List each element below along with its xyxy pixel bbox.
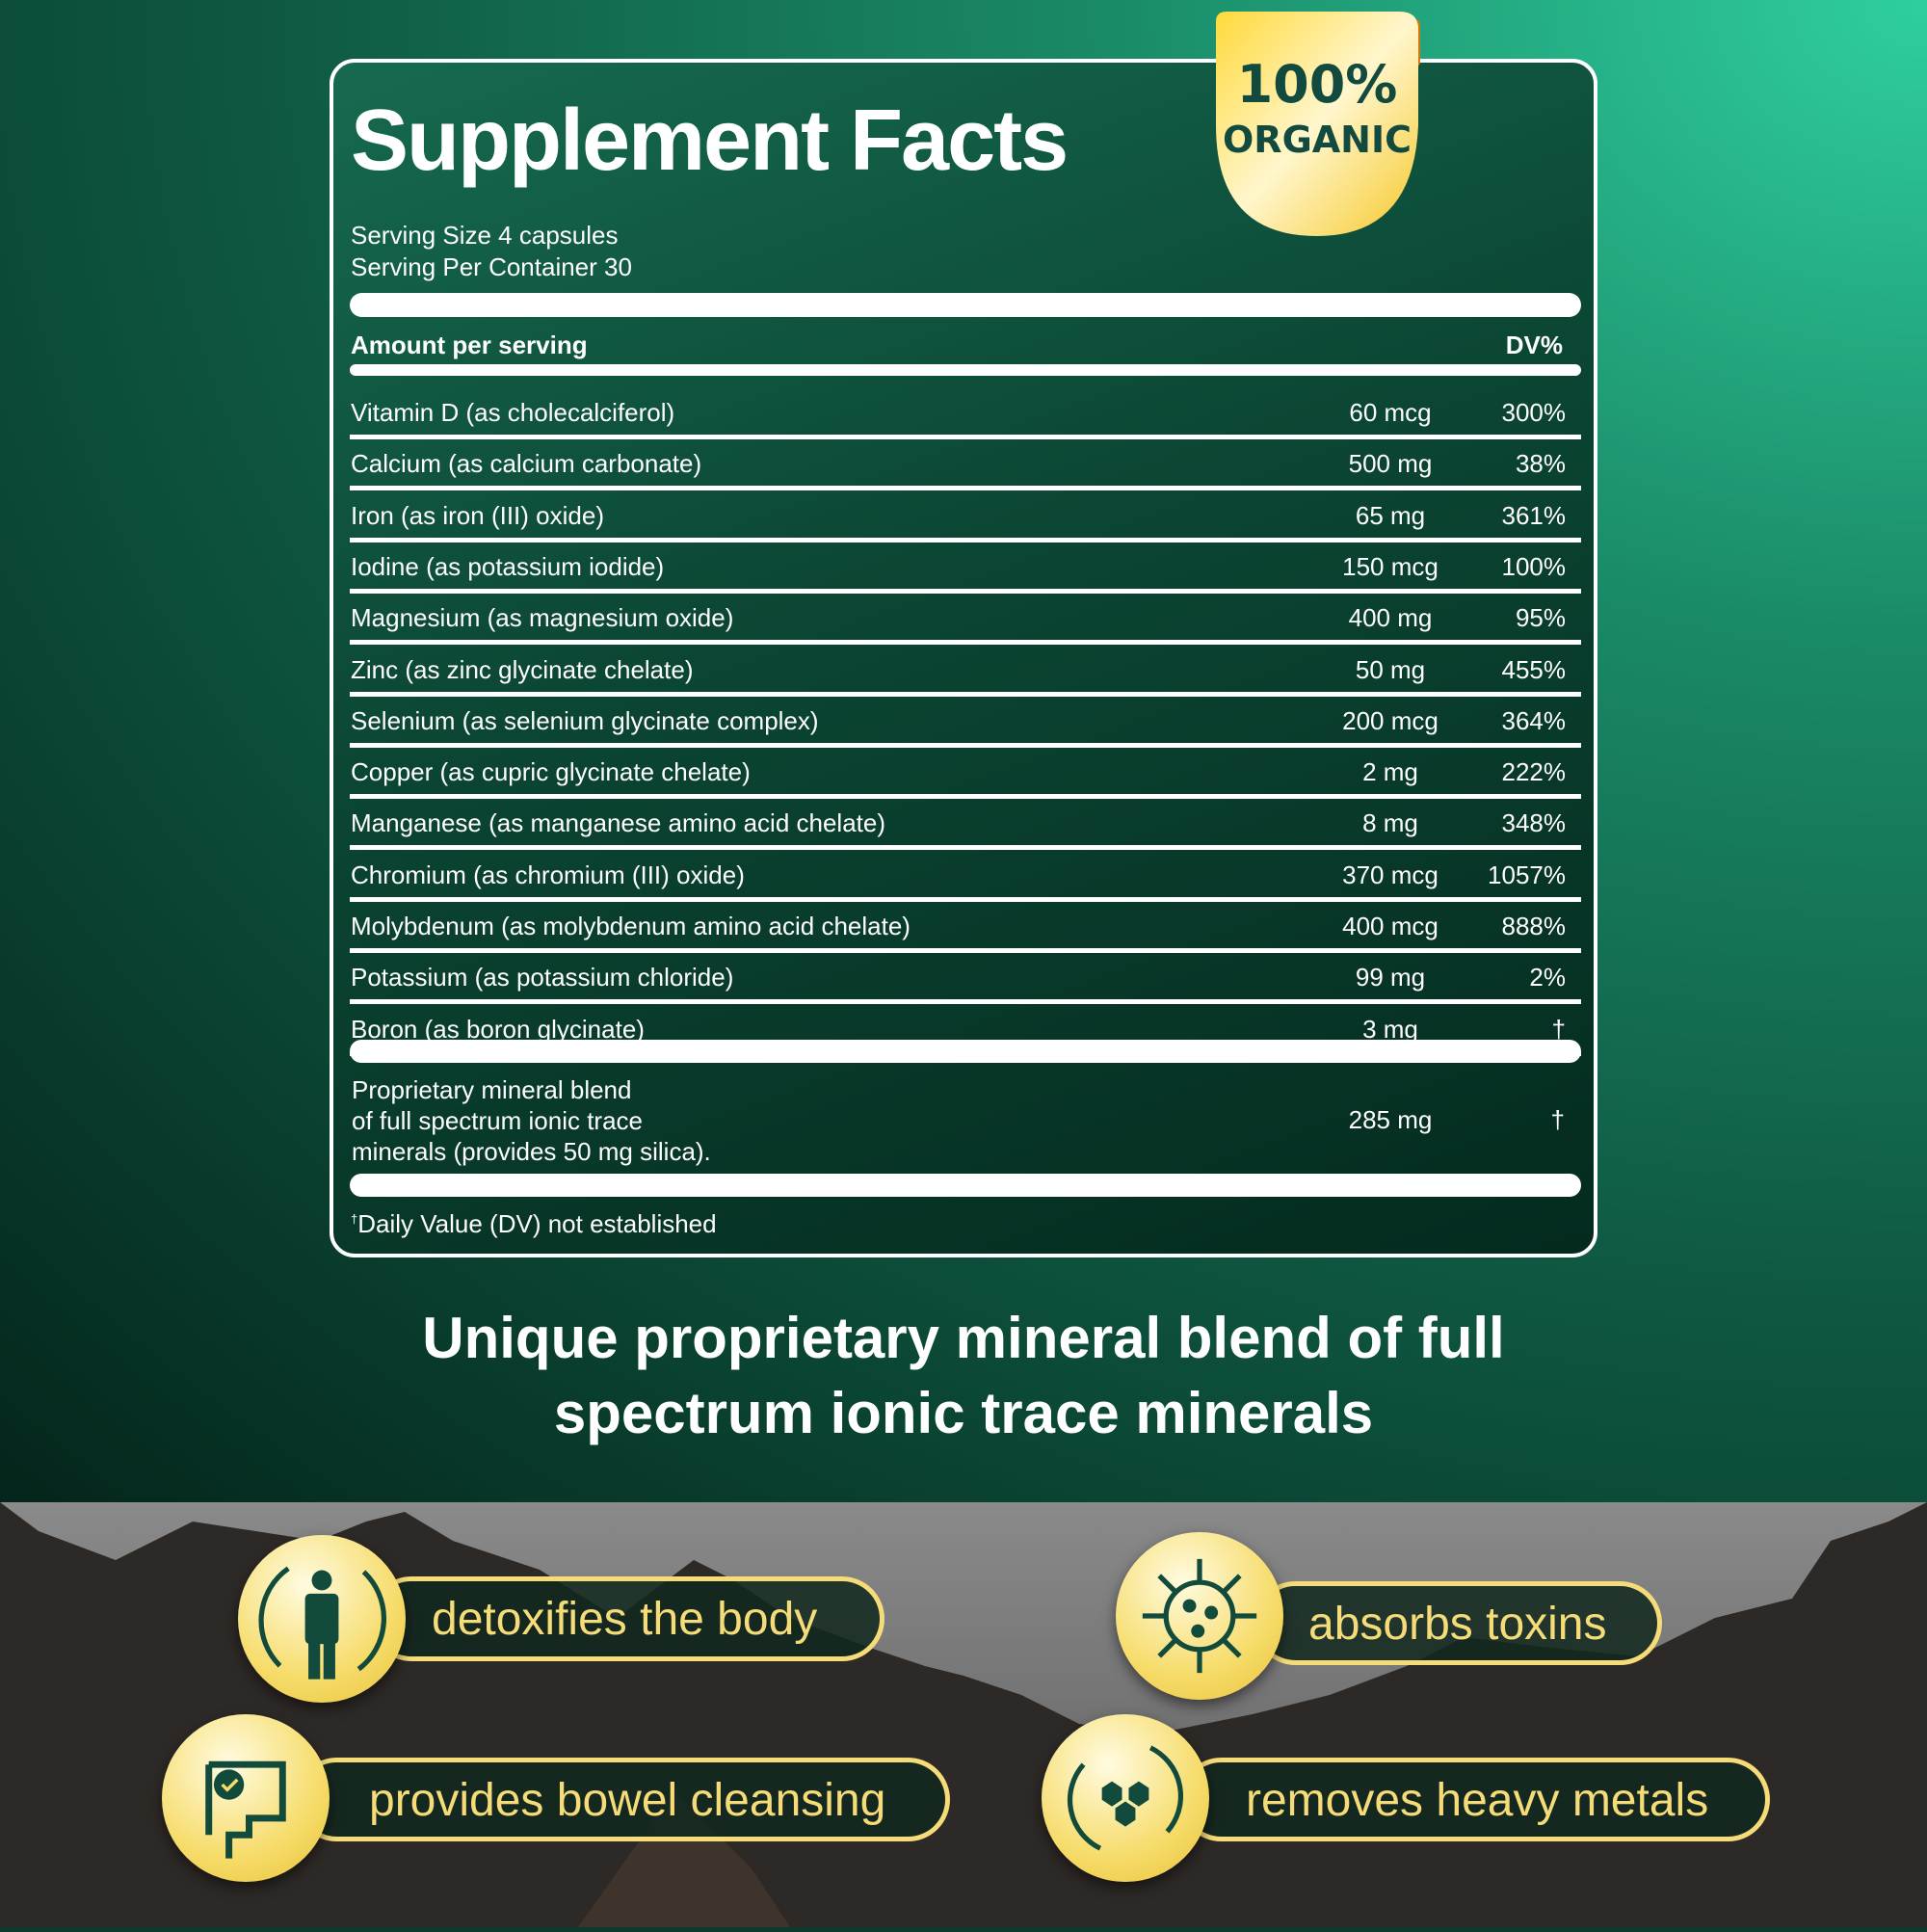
nutrient-amount: 8 mg <box>1362 808 1418 838</box>
nutrient-dv: 455% <box>1501 654 1567 684</box>
nutrient-dv: 38% <box>1515 449 1566 479</box>
serving-size: Serving Size 4 capsules <box>351 221 619 250</box>
nutrient-row: Manganese (as manganese amino acid chela… <box>350 799 1581 851</box>
blend-line: of full spectrum ionic trace <box>352 1106 644 1135</box>
nutrient-name: Boron (as boron glycinate) <box>351 1014 645 1044</box>
blend-line: minerals (provides 50 mg silica). <box>352 1137 711 1166</box>
tagline: Unique proprietary mineral blend of full… <box>0 1301 1927 1451</box>
divider-thick <box>350 293 1581 317</box>
supplement-facts-panel: Supplement Facts Serving Size 4 capsules… <box>330 59 1597 1257</box>
nutrient-row: Vitamin D (as cholecalciferol) 60 mcg 300% <box>350 388 1581 439</box>
nutrient-row: Potassium (as potassium chloride) 99 mg 2% <box>350 953 1581 1005</box>
tagline-line: Unique proprietary mineral blend of full <box>422 1306 1505 1370</box>
divider-medium <box>350 364 1581 376</box>
blend-line: Proprietary mineral blend <box>352 1075 632 1104</box>
nutrient-amount: 99 mg <box>1355 963 1426 992</box>
organic-badge: 100% ORGANIC <box>1206 10 1420 236</box>
nutrient-amount: 370 mcg <box>1342 860 1439 889</box>
nutrient-name: Selenium (as selenium glycinate complex) <box>351 705 819 735</box>
nutrient-name: Magnesium (as magnesium oxide) <box>351 603 734 633</box>
nutrient-amount: 65 mg <box>1355 500 1426 530</box>
feature-bowel: provides bowel cleansing <box>295 1758 950 1841</box>
nutrient-row: Iron (as iron (III) oxide) 65 mg 361% <box>350 491 1581 543</box>
feature-metals: removes heavy metals <box>1179 1758 1770 1841</box>
nutrient-row: Selenium (as selenium glycinate complex)… <box>350 697 1581 748</box>
blend-dv: † <box>1550 1105 1565 1134</box>
hexagon-cycle-icon <box>1042 1714 1209 1882</box>
nutrient-row: Copper (as cupric glycinate chelate) 2 mg… <box>350 748 1581 800</box>
nutrient-dv: 222% <box>1501 757 1567 787</box>
body-cycle-icon <box>238 1535 406 1703</box>
nutrient-name: Iron (as iron (III) oxide) <box>351 500 604 530</box>
nutrient-amount: 400 mcg <box>1342 912 1439 940</box>
dv-header: DV% <box>1505 331 1563 359</box>
feature-detox: detoxifies the body <box>369 1576 884 1661</box>
servings-per-container: Serving Per Container 30 <box>351 252 632 281</box>
nutrient-amount: 400 mg <box>1348 603 1433 633</box>
nutrient-amount: 200 mcg <box>1342 705 1439 735</box>
nutrient-name: Copper (as cupric glycinate chelate) <box>351 757 751 787</box>
nutrient-dv: 348% <box>1501 808 1567 838</box>
nutrient-dv: 2% <box>1529 963 1566 992</box>
nutrient-row: Chromium (as chromium (III) oxide) 370 mc… <box>350 851 1581 902</box>
tagline-line: spectrum ionic trace minerals <box>553 1381 1374 1445</box>
feature-absorbs: absorbs toxins <box>1254 1581 1662 1665</box>
nutrient-name: Vitamin D (as cholecalciferol) <box>351 398 675 427</box>
footnote-text: Daily Value (DV) not established <box>357 1209 717 1238</box>
blend-name: Proprietary mineral blend of full spectr… <box>352 1074 711 1167</box>
nutrient-row: Molybdenum (as molybdenum amino acid che… <box>350 902 1581 953</box>
nutrient-dv: 364% <box>1501 705 1567 735</box>
nutrient-name: Zinc (as zinc glycinate chelate) <box>351 654 694 684</box>
footnote-mark: † <box>351 1211 358 1227</box>
nutrient-row: Zinc (as zinc glycinate chelate) 50 mg 455… <box>350 646 1581 697</box>
virus-icon <box>1116 1532 1283 1700</box>
nutrient-amount: 150 mcg <box>1342 551 1439 581</box>
nutrient-dv: 361% <box>1501 500 1567 530</box>
nutrient-name: Chromium (as chromium (III) oxide) <box>351 860 745 889</box>
nutrient-amount: 2 mg <box>1362 757 1418 787</box>
nutrient-name: Potassium (as potassium chloride) <box>351 963 734 992</box>
nutrient-row: Calcium (as calcium carbonate) 500 mg 38% <box>350 439 1581 491</box>
footnote: †Daily Value (DV) not established <box>351 1209 717 1239</box>
nutrient-name: Molybdenum (as molybdenum amino acid che… <box>351 912 911 940</box>
badge-organic: ORGANIC <box>1223 119 1412 161</box>
divider-thick <box>350 1040 1581 1063</box>
nutrient-name: Iodine (as potassium iodide) <box>351 551 665 581</box>
nutrient-row: Iodine (as potassium iodide) 150 mcg 100% <box>350 543 1581 594</box>
nutrient-row: Magnesium (as magnesium oxide) 400 mg 95% <box>350 594 1581 646</box>
nutrient-amount: 500 mg <box>1348 449 1433 479</box>
panel-title: Supplement Facts <box>351 93 1069 189</box>
nutrient-dv: 95% <box>1515 603 1566 633</box>
nutrient-amount: 60 mcg <box>1349 398 1432 427</box>
badge-percent: 100% <box>1237 54 1398 115</box>
amount-per-serving-header: Amount per serving <box>351 331 588 359</box>
nutrient-dv: † <box>1551 1014 1566 1044</box>
nutrient-name: Manganese (as manganese amino acid chela… <box>351 808 886 838</box>
nutrient-amount: 3 mg <box>1362 1014 1418 1044</box>
nutrient-dv: 1057% <box>1488 860 1566 889</box>
nutrient-amount: 50 mg <box>1355 654 1426 684</box>
nutrient-dv: 100% <box>1501 551 1567 581</box>
nutrient-name: Calcium (as calcium carbonate) <box>351 449 702 479</box>
blend-amount: 285 mg <box>1348 1105 1433 1134</box>
nutrient-dv: 300% <box>1501 398 1567 427</box>
divider-thick <box>350 1174 1581 1197</box>
intestine-icon <box>162 1714 330 1882</box>
nutrient-dv: 888% <box>1501 912 1567 940</box>
